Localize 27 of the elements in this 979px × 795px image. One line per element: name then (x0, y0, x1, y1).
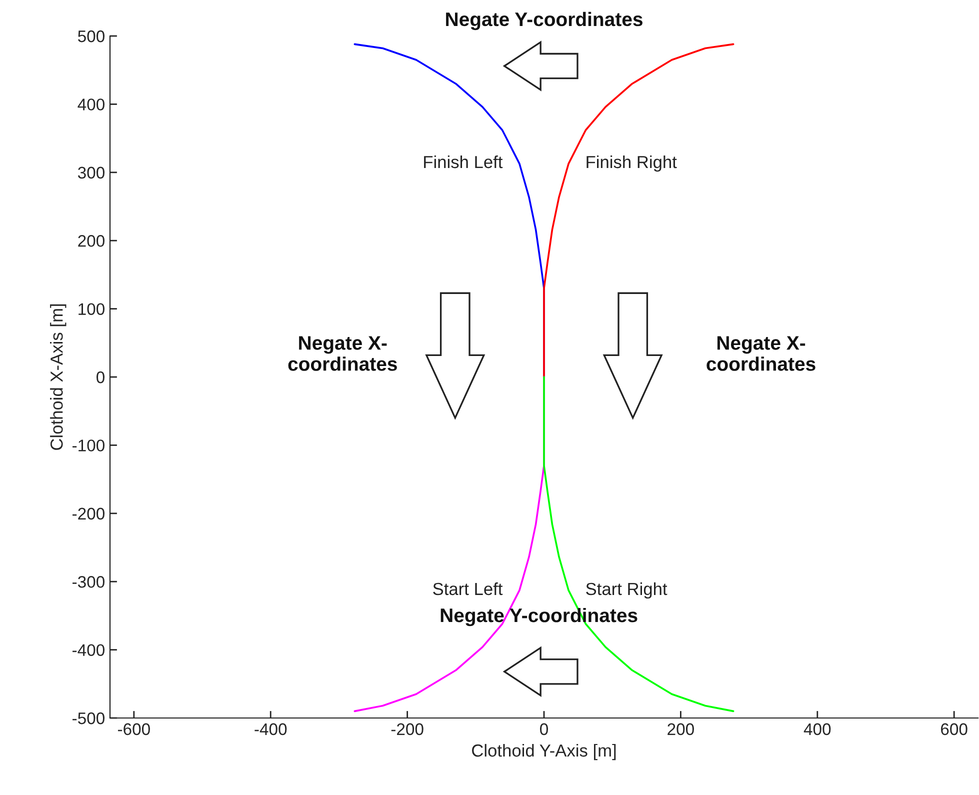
y-tick-label: -500 (72, 712, 104, 724)
x-tick-label: 400 (804, 723, 831, 736)
x-tick-label: 600 (941, 723, 968, 736)
y-tick-label: 300 (78, 166, 104, 179)
y-tick-label: 100 (78, 303, 104, 316)
series-label: Finish Right (586, 155, 677, 172)
y-tick-label: -300 (72, 576, 104, 588)
y-tick-label: -400 (72, 644, 104, 656)
y-tick-label: 200 (78, 235, 104, 247)
y-tick-label: 0 (96, 371, 104, 384)
x-axis-title: Clothoid Y-Axis [m] (472, 744, 616, 760)
y-tick-label: -100 (72, 440, 104, 452)
y-axis-title: Clothoid X-Axis [m] (50, 304, 66, 450)
series-label: Start Left (433, 582, 503, 596)
series-label: Finish Left (424, 155, 503, 168)
annotation: Negate X- coordinates (706, 336, 816, 371)
x-tick-label: 200 (668, 723, 694, 736)
y-tick-label: 400 (78, 98, 104, 110)
y-tick-label: 500 (78, 30, 104, 42)
x-tick-label: -200 (391, 723, 424, 736)
x-tick-label: 0 (540, 723, 548, 736)
series-label: Start Right (586, 582, 668, 599)
y-tick-label: -200 (72, 508, 104, 520)
text: Negate Y-coordinates (446, 12, 642, 30)
x-tick-label: -400 (254, 723, 287, 736)
annotation: Negate X- coordinates (288, 336, 397, 371)
x-tick-label: -600 (118, 723, 150, 736)
